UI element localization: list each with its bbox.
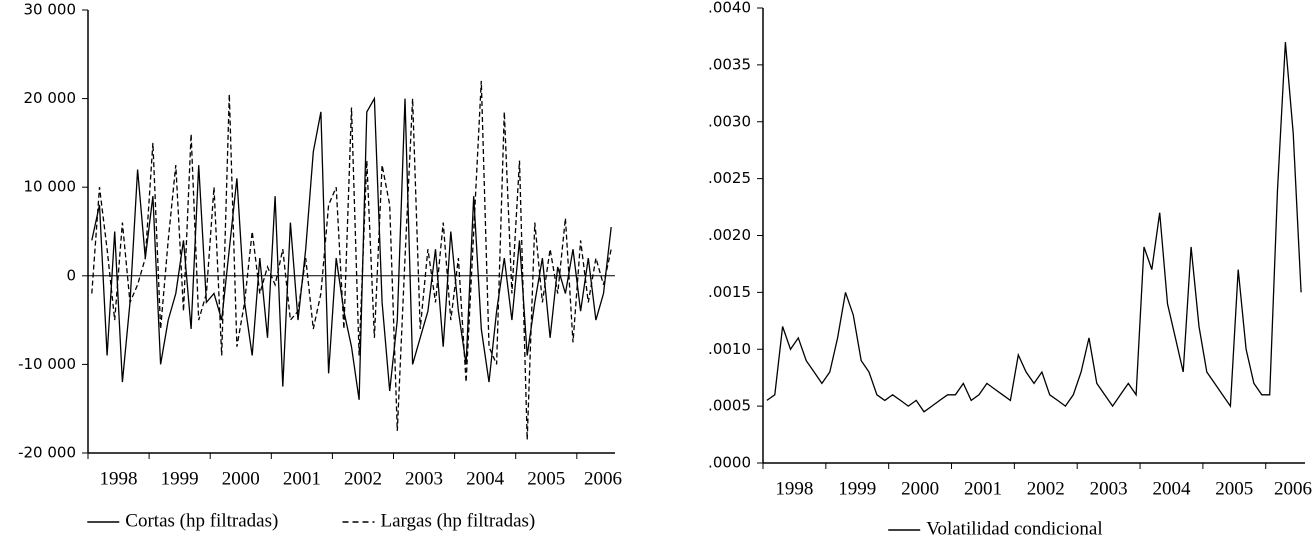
x-tick-label: 1998 [100, 468, 138, 489]
y-tick-label: .0025 [708, 169, 751, 187]
y-tick-label: 30 000 [24, 1, 77, 19]
x-tick-label: 2000 [222, 468, 260, 489]
legend-label: Volatilidad condicional [926, 518, 1102, 539]
x-tick-label: 2005 [527, 468, 565, 489]
x-tick-label: 2006 [1274, 478, 1312, 499]
y-tick-label: 0 [66, 266, 76, 284]
y-tick-label: -10 000 [18, 355, 76, 373]
y-tick-label: .0030 [708, 112, 751, 130]
x-tick-label: 2004 [466, 468, 505, 489]
y-tick-label: .0005 [708, 397, 751, 415]
x-tick-label: 2003 [405, 468, 443, 489]
x-tick-label: 1999 [838, 478, 876, 499]
y-tick-label: .0040 [708, 0, 751, 17]
y-tick-label: .0015 [708, 283, 751, 301]
x-tick-label: 2003 [1090, 478, 1128, 499]
x-tick-label: 2004 [1152, 478, 1191, 499]
x-tick-label: 1998 [775, 478, 813, 499]
y-tick-label: .0020 [708, 226, 751, 244]
y-tick-label: -20 000 [18, 444, 76, 462]
x-tick-label: 2001 [964, 478, 1002, 499]
x-tick-label: 2002 [344, 468, 382, 489]
y-tick-label: .0035 [708, 55, 751, 73]
y-tick-label: .0010 [708, 340, 751, 358]
x-tick-label: 2006 [584, 468, 622, 489]
series-line [766, 42, 1302, 413]
y-tick-label: 10 000 [24, 178, 77, 196]
legend-label: Largas (hp filtradas) [381, 510, 536, 531]
series-line [91, 96, 612, 400]
x-tick-label: 2005 [1215, 478, 1253, 499]
x-tick-label: 2001 [283, 468, 321, 489]
y-tick-label: 20 000 [24, 89, 77, 107]
x-tick-label: 1999 [161, 468, 199, 489]
legend-label: Cortas (hp filtradas) [125, 510, 278, 531]
x-tick-label: 2002 [1027, 478, 1065, 499]
series-line [91, 80, 612, 440]
x-tick-label: 2000 [901, 478, 939, 499]
y-tick-label: .0000 [708, 454, 751, 472]
